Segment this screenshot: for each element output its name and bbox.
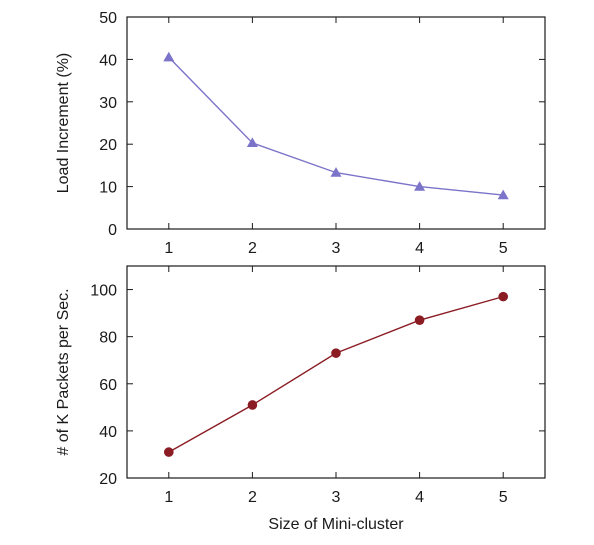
chart-1-y-tick-label: 30 [99,95,117,112]
chart-1-y-axis-title: Load Increment (%) [55,53,72,194]
chart-1-x-tick-label: 3 [332,240,341,257]
chart-1-y-tick-label: 40 [99,52,117,69]
chart-2-y-tick-label: 80 [99,330,117,347]
chart-2-x-tick-label: 2 [248,489,257,506]
chart-2-x-tick-label: 5 [499,489,508,506]
chart-2-y-tick-label: 100 [90,283,117,300]
chart-2-y-tick-label: 60 [99,377,117,394]
chart-2-series-1-line [168,295,504,453]
chart-2-series-1-point-5 [498,291,509,302]
chart-2-series-1-point-3 [331,348,341,358]
chart-2-x-tick-label: 4 [415,489,424,506]
chart-1-y-tick-label: 50 [99,10,117,27]
chart-2-x-axis-title: Size of Mini-cluster [268,516,404,533]
chart-1-y-tick-label: 0 [108,222,117,239]
chart-2-series-1-point-2 [247,400,258,410]
chart-1-series-1-point-1 [163,51,175,62]
chart-1-plot-frame [126,16,546,230]
chart-1-series-1-point-2 [246,137,258,148]
chart-2-y-axis-title: # of K Packets per Sec. [55,288,72,455]
chart-1-x-tick-label: 1 [164,240,173,257]
chart-2-series-1-point-4 [414,315,425,325]
chart-1-x-tick-label: 5 [499,240,508,257]
chart-1-y-tick-label: 10 [99,180,117,197]
chart-2-x-tick-label: 1 [164,489,173,506]
chart-2-x-tick-label: 3 [332,489,341,506]
chart-1-x-tick-label: 4 [415,240,424,257]
chart-2-y-tick-label: 20 [99,471,117,488]
chart-1-series-1-point-5 [497,189,509,200]
chart-2-series-1-point-1 [164,447,174,457]
chart-2-y-tick-label: 40 [99,424,117,441]
chart-1-y-tick-label: 20 [99,137,117,154]
chart-1-x-tick-label: 2 [248,240,257,257]
chart-1-series-1-point-4 [414,181,426,191]
chart-1-series-1-point-3 [330,167,342,177]
chart-2-plot-frame [126,265,546,479]
